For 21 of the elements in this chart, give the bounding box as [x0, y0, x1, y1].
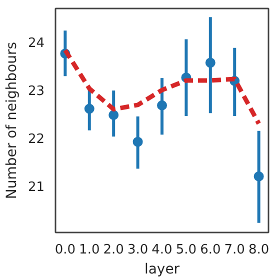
x-tick-label: 7.0 — [224, 242, 245, 258]
point — [84, 104, 94, 114]
y-tick-label: 24 — [28, 36, 45, 52]
x-tick-label: 6.0 — [200, 242, 221, 258]
x-tick-label: 5.0 — [176, 242, 197, 258]
x-tick-label: 3.0 — [127, 242, 148, 258]
x-tick-label: 8.0 — [248, 242, 270, 258]
y-tick-label: 22 — [28, 132, 45, 148]
point — [132, 136, 143, 147]
point — [157, 100, 167, 110]
y-tick-label: 21 — [28, 180, 45, 195]
point — [254, 171, 264, 182]
y-tick-label: 23 — [28, 84, 45, 100]
x-tick-label: 0.0 — [54, 242, 76, 258]
x-tick-label: 2.0 — [103, 242, 124, 258]
x-tick-label: 4.0 — [152, 242, 172, 258]
x-tick-label: 1.0 — [79, 242, 100, 258]
y-axis-title: Number of neighbours — [4, 42, 20, 200]
point — [108, 110, 119, 120]
point — [205, 58, 216, 68]
x-axis-title: layer — [144, 262, 180, 278]
